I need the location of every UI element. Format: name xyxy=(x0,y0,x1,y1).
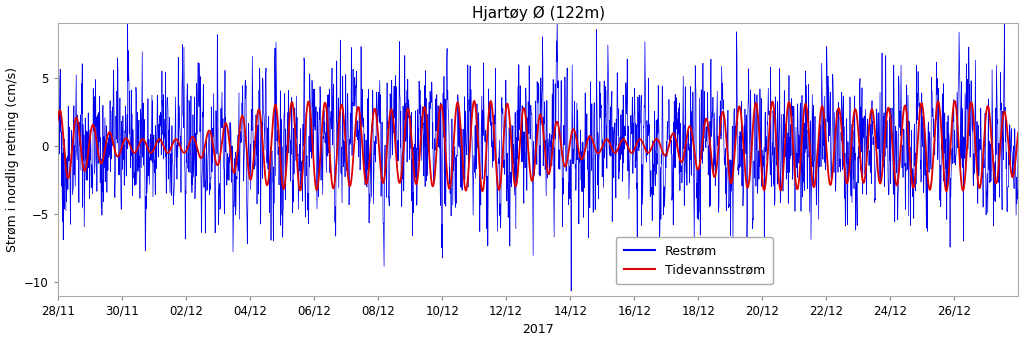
Legend: Restrøm, Tidevannsstrøm: Restrøm, Tidevannsstrøm xyxy=(616,237,773,284)
Y-axis label: Strøm i nordlig retning (cm/s): Strøm i nordlig retning (cm/s) xyxy=(5,67,18,252)
X-axis label: 2017: 2017 xyxy=(522,324,554,337)
Title: Hjartøy Ø (122m): Hjartøy Ø (122m) xyxy=(472,5,605,21)
